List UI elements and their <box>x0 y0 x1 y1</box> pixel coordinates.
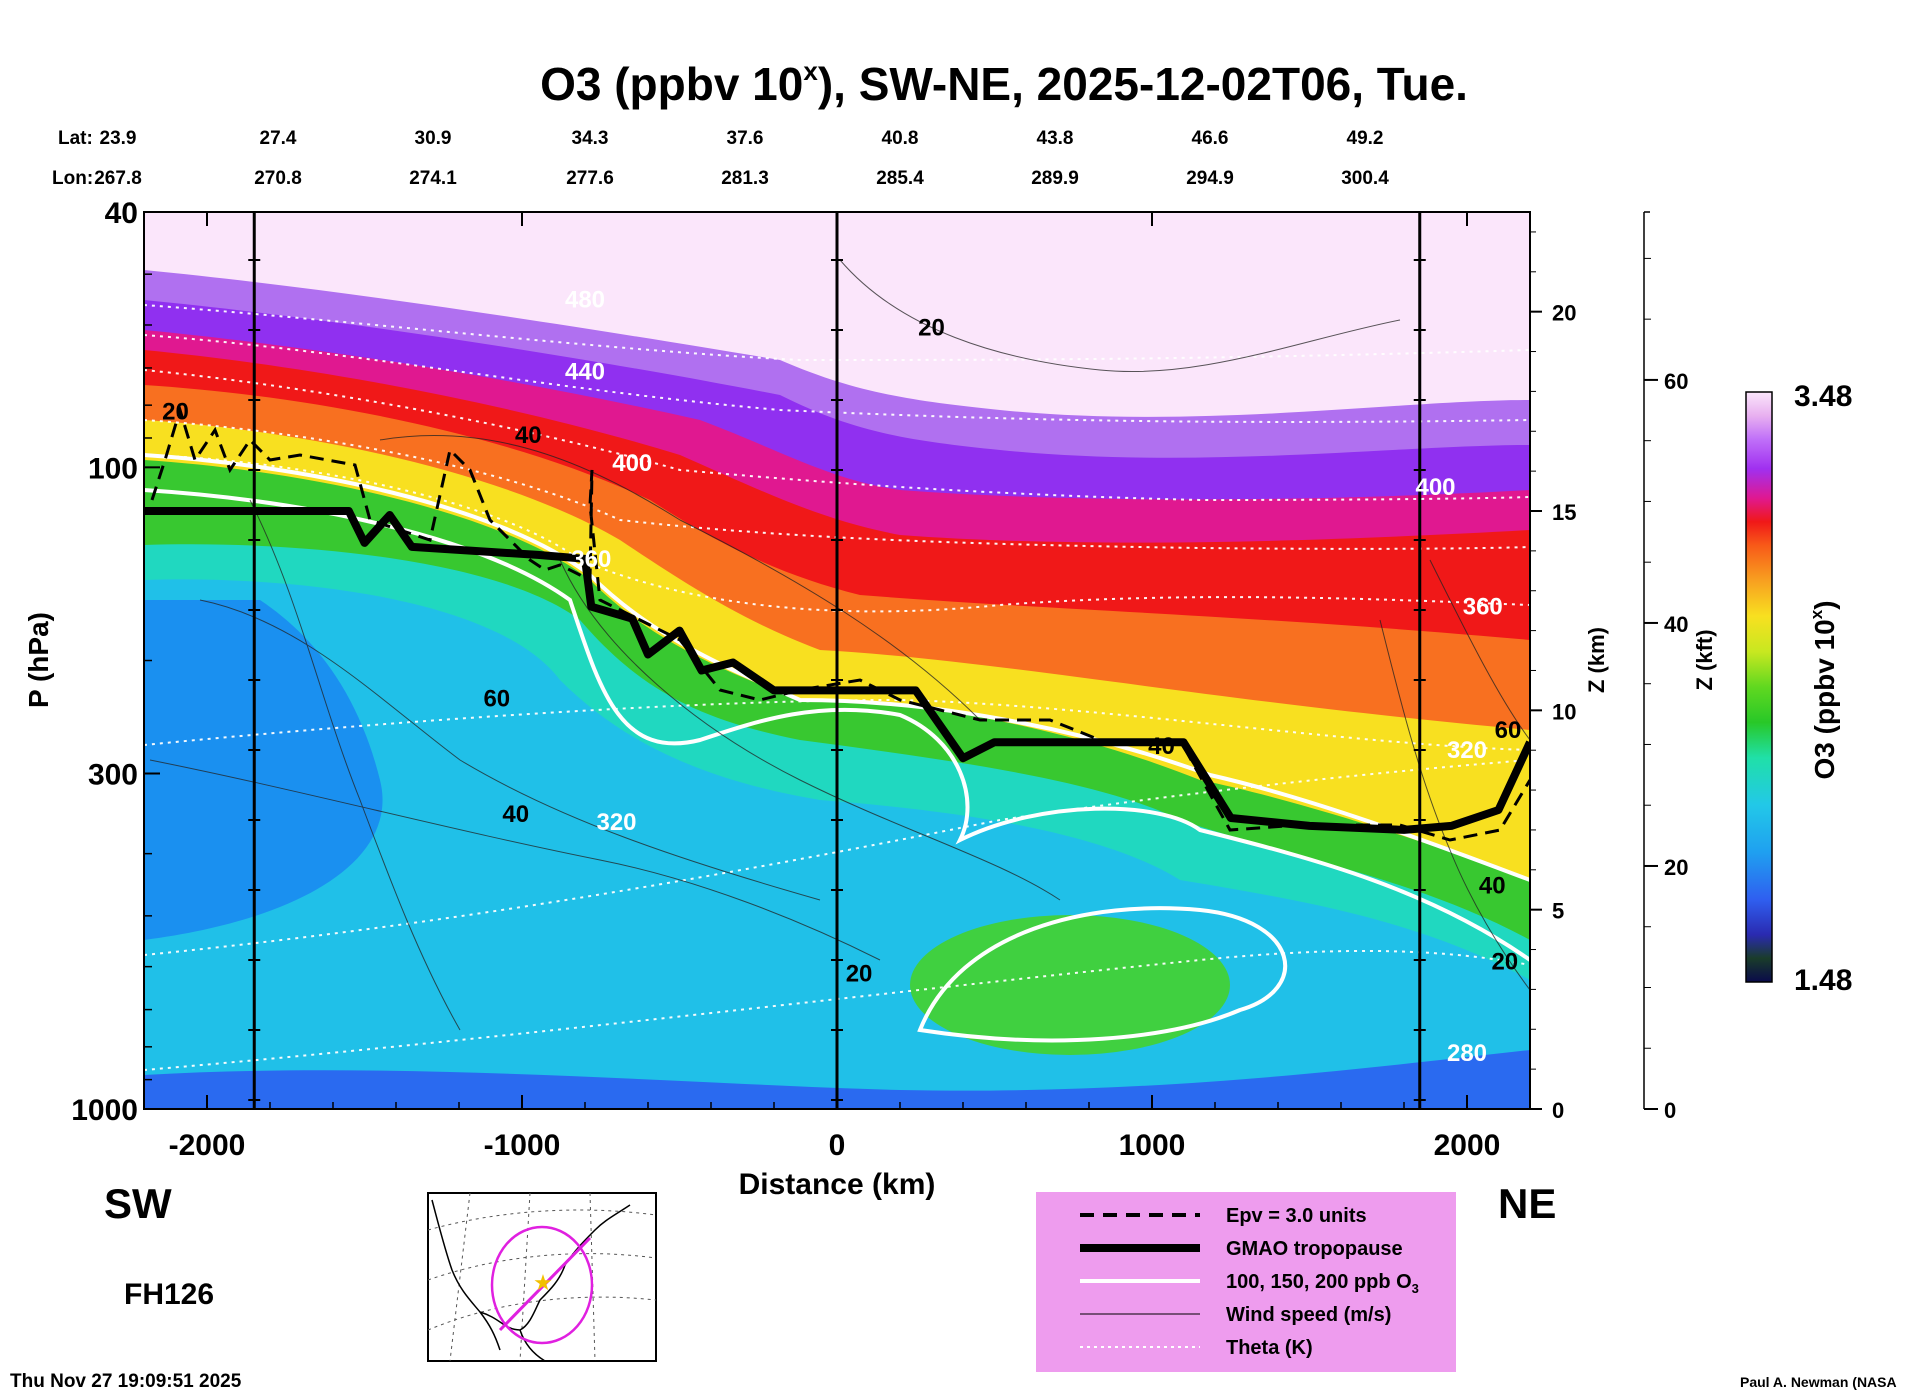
plot-area <box>144 212 1530 1109</box>
lon-row-label: Lon: <box>52 168 93 189</box>
white-ozone-contour-lower <box>144 488 1530 962</box>
y-tick-label: 300 <box>88 758 138 791</box>
colorbar-title: O3 (ppbv 10x) <box>1807 600 1840 779</box>
lon-value: 277.6 <box>566 168 614 189</box>
map-track-line <box>498 1236 592 1332</box>
x-tick-label: -1000 <box>484 1129 561 1162</box>
lat-value: 37.6 <box>727 128 764 149</box>
lon-value: 289.9 <box>1031 168 1079 189</box>
footer-credit: Paul A. Newman (NASA <box>1740 1374 1897 1390</box>
theta-contour-label: 360 <box>1463 594 1503 621</box>
z-km-tick-label: 15 <box>1552 500 1576 525</box>
z-km-axis-label: Z (km) <box>1584 627 1609 693</box>
lat-value: 27.4 <box>260 128 297 149</box>
theta-contour-label: 400 <box>1415 474 1455 501</box>
legend-label: Theta (K) <box>1226 1337 1313 1359</box>
lat-value: 43.8 <box>1037 128 1074 149</box>
legend-label: GMAO tropopause <box>1226 1238 1403 1260</box>
theta-contour-label: 320 <box>1447 737 1487 764</box>
map-domain-ellipse <box>490 1225 594 1345</box>
theta-contours <box>144 304 1530 1071</box>
band-lower-blue <box>144 600 383 940</box>
legend-label: Epv = 3.0 units <box>1226 1205 1367 1227</box>
lon-value: 281.3 <box>721 168 769 189</box>
y-tick-label: 1000 <box>71 1094 138 1127</box>
map-star-icon: ★ <box>533 1271 553 1296</box>
theta-contour-label: 480 <box>565 287 605 314</box>
band-surface-blue <box>144 1050 1530 1109</box>
lat-value: 23.9 <box>100 128 137 149</box>
y-tick-label: 40 <box>105 197 138 230</box>
z-km-tick-label: 20 <box>1552 301 1576 326</box>
ne-direction-label: NE <box>1498 1180 1556 1227</box>
y-axis-label: P (hPa) <box>23 612 54 708</box>
colorbar-min-label: 1.48 <box>1794 964 1852 997</box>
z-kft-tick-label: 40 <box>1664 612 1688 637</box>
z-km-tick-label: 0 <box>1552 1098 1564 1123</box>
theta-contour-label: 440 <box>565 358 605 385</box>
lat-value: 46.6 <box>1192 128 1229 149</box>
footer-timestamp: Thu Nov 27 19:09:51 2025 <box>10 1371 242 1392</box>
x-tick-label: 1000 <box>1119 1129 1186 1162</box>
lat-value: 49.2 <box>1347 128 1384 149</box>
sw-direction-label: SW <box>104 1180 172 1227</box>
wind-contour-label: 60 <box>1495 717 1522 744</box>
z-kft-tick-label: 0 <box>1664 1098 1676 1123</box>
x-tick-label: -2000 <box>169 1129 246 1162</box>
z-kft-tick-label: 60 <box>1664 369 1688 394</box>
lat-value: 40.8 <box>882 128 919 149</box>
wind-contour-label: 20 <box>1491 948 1518 975</box>
wind-contour-label: 20 <box>918 315 945 342</box>
theta-contour-label: 320 <box>596 809 636 836</box>
inset-map: ★ <box>427 1192 657 1362</box>
wind-contour-label: 40 <box>1479 873 1506 900</box>
white-ozone-contour-blob <box>917 906 1288 1043</box>
legend-label: Wind speed (m/s) <box>1226 1304 1391 1326</box>
forecast-hour-label: FH126 <box>124 1278 214 1311</box>
colorbar <box>1745 391 1773 983</box>
lon-value: 270.8 <box>254 168 302 189</box>
z-km-tick-label: 5 <box>1552 899 1564 924</box>
z-km-tick-label: 10 <box>1552 699 1576 724</box>
lon-value: 285.4 <box>876 168 924 189</box>
lat-value: 34.3 <box>572 128 609 149</box>
colorbar-max-label: 3.48 <box>1794 380 1852 413</box>
map-coastline <box>431 1199 631 1361</box>
lon-value: 267.8 <box>94 168 142 189</box>
wind-contour-label: 40 <box>502 801 529 828</box>
wind-contour-label: 40 <box>1148 733 1175 760</box>
legend: Epv = 3.0 units GMAO tropopause 100, 150, … <box>1036 1192 1456 1372</box>
theta-contour-label: 400 <box>612 450 652 477</box>
x-tick-label: 2000 <box>1434 1129 1501 1162</box>
white-ozone-contour-upper <box>144 453 1530 882</box>
theta-contour-label: 280 <box>1447 1040 1487 1067</box>
lat-value: 30.9 <box>415 128 452 149</box>
wind-contour-label: 20 <box>162 398 189 425</box>
lon-value: 294.9 <box>1186 168 1234 189</box>
legend-label: 100, 150, 200 ppb O3 <box>1226 1271 1419 1296</box>
lon-value: 274.1 <box>409 168 457 189</box>
wind-contour-label: 40 <box>515 422 542 449</box>
wind-speed-contours <box>149 259 1530 1031</box>
wind-contour-label: 20 <box>846 960 873 987</box>
gmao-tropopause-line <box>144 507 1530 834</box>
wind-contour-label: 60 <box>483 685 510 712</box>
lat-row-label: Lat: <box>58 128 93 149</box>
z-kft-axis-label: Z (kft) <box>1692 629 1717 690</box>
y-tick-label: 100 <box>88 452 138 485</box>
chart-title: O3 (ppbv 10x), SW-NE, 2025-12-02T06, Tue… <box>540 56 1468 110</box>
lon-value: 300.4 <box>1341 168 1389 189</box>
theta-contour-label: 360 <box>571 546 611 573</box>
x-tick-label: 0 <box>829 1129 846 1162</box>
z-kft-tick-label: 20 <box>1664 855 1688 880</box>
x-axis-label: Distance (km) <box>739 1168 936 1201</box>
